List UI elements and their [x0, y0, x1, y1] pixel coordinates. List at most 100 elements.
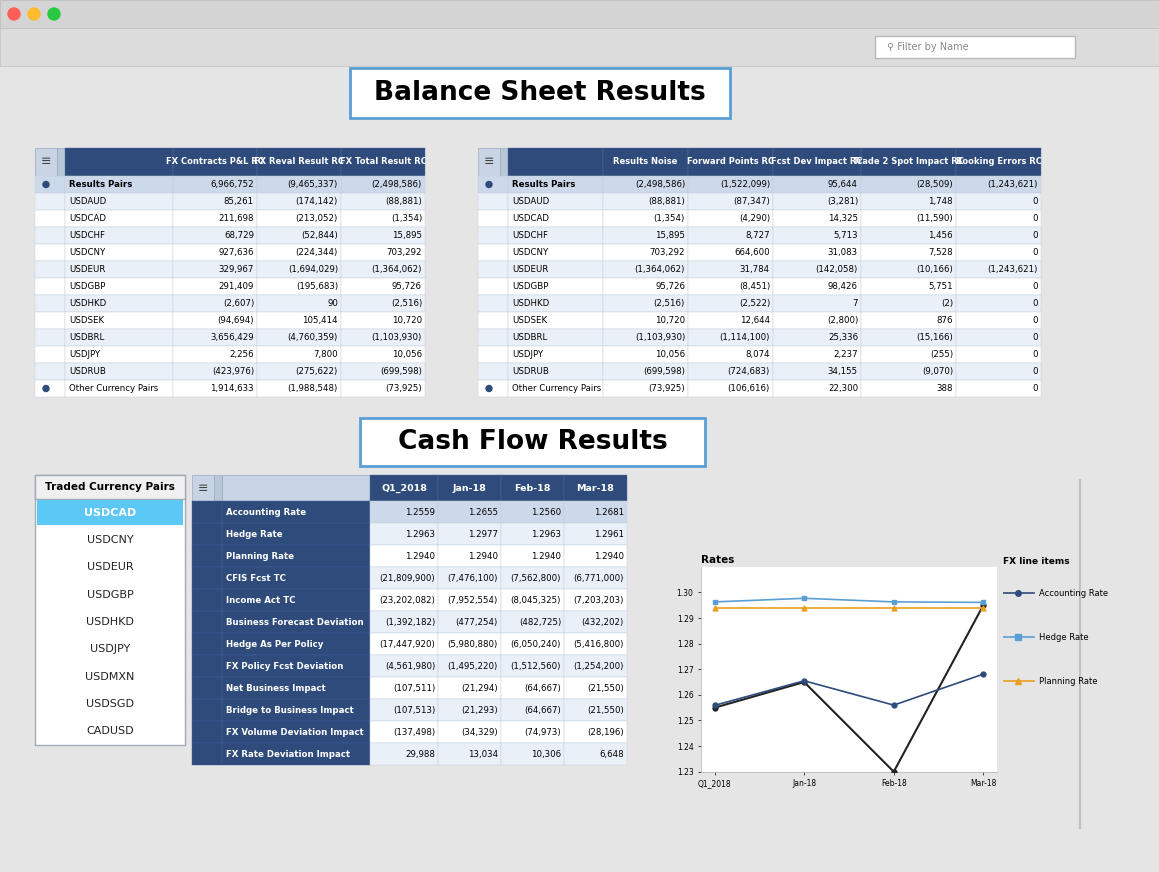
Bar — [341, 312, 425, 329]
Bar — [370, 633, 438, 655]
Bar — [192, 743, 223, 765]
Text: Hedge As Per Policy: Hedge As Per Policy — [226, 639, 323, 649]
Bar — [192, 523, 223, 545]
Text: USDEUR: USDEUR — [70, 265, 105, 274]
Bar — [508, 244, 603, 261]
Text: FX Reval Result RC: FX Reval Result RC — [254, 158, 344, 167]
Bar — [65, 295, 173, 312]
Text: (432,202): (432,202) — [582, 617, 624, 626]
Bar — [773, 176, 861, 193]
Text: Other Currency Pairs: Other Currency Pairs — [512, 384, 602, 393]
Text: (1,988,548): (1,988,548) — [287, 384, 338, 393]
Text: (21,550): (21,550) — [588, 684, 624, 692]
Text: 703,292: 703,292 — [386, 248, 422, 257]
Text: (7,476,100): (7,476,100) — [447, 574, 498, 582]
Text: 34,155: 34,155 — [828, 367, 858, 376]
Text: (3,281): (3,281) — [826, 197, 858, 206]
Text: USDHKD: USDHKD — [512, 299, 549, 308]
Text: 0: 0 — [1033, 350, 1038, 359]
Text: 0: 0 — [1033, 316, 1038, 325]
Bar — [603, 176, 688, 193]
Bar — [478, 329, 508, 346]
Text: 10,056: 10,056 — [392, 350, 422, 359]
Text: CADUSD: CADUSD — [86, 726, 133, 736]
Circle shape — [8, 8, 20, 20]
Text: Forward Points RC: Forward Points RC — [687, 158, 774, 167]
Bar — [35, 329, 65, 346]
Text: (8,451): (8,451) — [738, 282, 770, 291]
Text: USDGBP: USDGBP — [512, 282, 548, 291]
Bar — [438, 501, 501, 523]
Bar — [350, 68, 730, 118]
Text: 105,414: 105,414 — [302, 316, 338, 325]
Bar — [257, 227, 341, 244]
Bar — [223, 633, 370, 655]
Bar — [438, 633, 501, 655]
Bar — [773, 227, 861, 244]
Bar — [773, 295, 861, 312]
Text: 1.2681: 1.2681 — [593, 508, 624, 516]
Text: (1,103,930): (1,103,930) — [372, 333, 422, 342]
Bar — [257, 312, 341, 329]
Bar — [35, 295, 65, 312]
Bar — [257, 346, 341, 363]
Text: USDRUB: USDRUB — [512, 367, 549, 376]
Text: Fcst Dev Impact RC: Fcst Dev Impact RC — [771, 158, 862, 167]
Text: 29,988: 29,988 — [406, 750, 435, 759]
Bar — [65, 148, 173, 176]
Text: USDJPY: USDJPY — [90, 644, 130, 654]
Text: 0: 0 — [1033, 367, 1038, 376]
Bar — [341, 193, 425, 210]
Text: (21,293): (21,293) — [461, 705, 498, 714]
Bar — [223, 589, 370, 611]
Text: Results Noise: Results Noise — [613, 158, 678, 167]
Bar — [688, 295, 773, 312]
Bar — [478, 295, 508, 312]
Text: (87,347): (87,347) — [734, 197, 770, 206]
Bar — [173, 244, 257, 261]
Text: 90: 90 — [327, 299, 338, 308]
Text: USDSEK: USDSEK — [70, 316, 104, 325]
Bar — [65, 227, 173, 244]
Bar — [501, 611, 564, 633]
Text: (5,980,880): (5,980,880) — [447, 639, 498, 649]
Bar — [956, 380, 1041, 397]
Text: Balance Sheet Results: Balance Sheet Results — [374, 80, 706, 106]
Bar — [688, 193, 773, 210]
Text: (2,498,586): (2,498,586) — [372, 180, 422, 189]
Text: (1,114,100): (1,114,100) — [720, 333, 770, 342]
Text: 211,698: 211,698 — [219, 214, 254, 223]
Bar — [688, 244, 773, 261]
Bar — [438, 721, 501, 743]
Text: USDHKD: USDHKD — [86, 617, 134, 627]
Text: ⚲ Filter by Name: ⚲ Filter by Name — [887, 42, 969, 52]
Text: USDMXN: USDMXN — [86, 671, 134, 682]
Text: (5,416,800): (5,416,800) — [574, 639, 624, 649]
Text: 1.2940: 1.2940 — [531, 551, 561, 561]
Text: USDCNY: USDCNY — [87, 535, 133, 545]
Text: (1,512,560): (1,512,560) — [511, 662, 561, 671]
Bar — [257, 176, 341, 193]
Bar — [688, 148, 773, 176]
Bar — [223, 655, 370, 677]
Bar — [861, 278, 956, 295]
Text: Results Pairs: Results Pairs — [512, 180, 575, 189]
Text: Hedge Rate: Hedge Rate — [1038, 633, 1088, 642]
Circle shape — [43, 181, 49, 187]
Bar — [861, 176, 956, 193]
Bar — [438, 699, 501, 721]
Bar — [438, 589, 501, 611]
Bar — [257, 244, 341, 261]
Text: (423,976): (423,976) — [212, 367, 254, 376]
Bar — [192, 677, 223, 699]
Bar — [223, 743, 370, 765]
Bar — [478, 176, 508, 193]
Bar — [861, 227, 956, 244]
Text: ≡: ≡ — [198, 481, 209, 494]
Bar — [603, 363, 688, 380]
Text: (2,498,586): (2,498,586) — [635, 180, 685, 189]
Text: 927,636: 927,636 — [219, 248, 254, 257]
Bar — [192, 699, 223, 721]
Bar — [173, 210, 257, 227]
Text: 12,644: 12,644 — [739, 316, 770, 325]
